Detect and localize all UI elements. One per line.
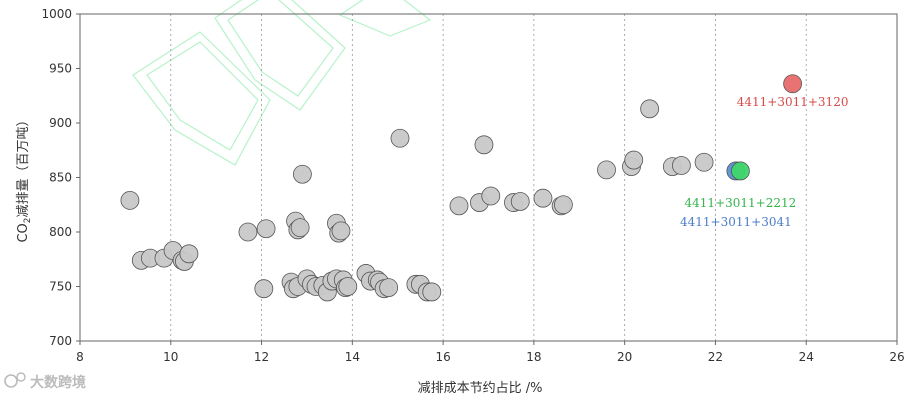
x-tick-label-18: 18 bbox=[526, 350, 541, 364]
data-point-s0-41 bbox=[422, 282, 442, 302]
data-points bbox=[120, 74, 803, 302]
annotation-4411+3011+3120: 4411+3011+3120 bbox=[737, 95, 849, 109]
watermark-logo-icon bbox=[4, 374, 18, 388]
x-tick-label-26: 26 bbox=[889, 350, 904, 364]
y-tick-label-1000: 1000 bbox=[41, 7, 72, 21]
data-point-s0-8 bbox=[238, 222, 258, 242]
data-point-s0-45 bbox=[481, 186, 501, 206]
data-point-s0-57 bbox=[694, 152, 714, 172]
y-axis-title-subscript: 2 bbox=[23, 217, 33, 223]
decorative-outline-shapes bbox=[132, 0, 432, 166]
data-point-s0-44 bbox=[474, 135, 494, 155]
data-point-s0-0 bbox=[120, 190, 140, 210]
data-point-s0-56 bbox=[672, 156, 691, 175]
data-point-s0-30 bbox=[338, 277, 358, 296]
x-tick-label-12: 12 bbox=[254, 350, 269, 364]
data-point-s0-36 bbox=[379, 278, 399, 297]
y-axis-title-rest: 减排量（百万吨） bbox=[16, 113, 31, 217]
x-tick-label-22: 22 bbox=[708, 350, 723, 364]
x-tick-labels: 8 10 12 14 16 18 20 22 24 26 bbox=[76, 341, 905, 364]
y-tick-label-750: 750 bbox=[49, 280, 72, 294]
x-tick-label-10: 10 bbox=[163, 350, 178, 364]
decor-shape-3 bbox=[214, 0, 346, 111]
y-tick-label-950: 950 bbox=[49, 62, 72, 76]
data-point-s0-51 bbox=[597, 160, 616, 180]
data-point-s0-42 bbox=[449, 196, 469, 216]
y-tick-label-800: 800 bbox=[49, 225, 72, 239]
data-point-s0-48 bbox=[533, 188, 553, 208]
y-tick-label-900: 900 bbox=[49, 116, 72, 130]
x-tick-label-24: 24 bbox=[799, 350, 814, 364]
data-point-s0-50 bbox=[553, 195, 573, 215]
x-axis-title: 减排成本节约占比 /% bbox=[418, 381, 543, 396]
data-point-s0-10 bbox=[254, 279, 274, 299]
x-tick-label-20: 20 bbox=[617, 350, 632, 364]
data-point-s0-15 bbox=[290, 218, 310, 238]
annotation-4411+3011+2212: 4411+3011+2212 bbox=[685, 196, 797, 210]
x-tick-label-8: 8 bbox=[76, 350, 84, 364]
data-point-s0-54 bbox=[640, 99, 660, 119]
watermark: 大数跨境 bbox=[4, 372, 86, 391]
decor-shape-5 bbox=[338, 0, 432, 37]
y-tick-label-850: 850 bbox=[49, 171, 72, 185]
y-axis-title: CO2减排量（百万吨） bbox=[16, 113, 33, 242]
data-point-s0-27 bbox=[331, 221, 351, 241]
watermark-text: 大数跨境 bbox=[30, 374, 86, 391]
y-axis-title-main: CO bbox=[16, 223, 31, 242]
plot-frame bbox=[79, 13, 898, 342]
y-tick-labels: 700 750 800 850 900 950 1000 bbox=[41, 7, 80, 348]
data-point-s0-16 bbox=[293, 164, 312, 184]
data-point-s3-0 bbox=[783, 74, 803, 94]
decor-shape-1 bbox=[132, 31, 271, 166]
decor-shape-4 bbox=[227, 0, 334, 97]
watermark-logo-icon-2 bbox=[16, 372, 26, 382]
data-point-s0-53 bbox=[624, 150, 644, 170]
annotation-4411+3011+3041: 4411+3011+3041 bbox=[680, 215, 792, 229]
point-annotations: 4411+3011+3041 4411+3011+2212 4411+3011+31… bbox=[680, 95, 848, 229]
axes bbox=[79, 13, 898, 342]
decor-shape-2 bbox=[146, 41, 259, 151]
x-tick-label-16: 16 bbox=[435, 350, 450, 364]
y-tick-label-700: 700 bbox=[49, 334, 72, 348]
data-point-s0-9 bbox=[256, 219, 276, 239]
x-tick-label-14: 14 bbox=[345, 350, 360, 364]
data-point-s0-37 bbox=[390, 128, 410, 148]
data-point-s2-0 bbox=[731, 161, 750, 181]
data-point-s0-47 bbox=[510, 192, 530, 211]
data-point-s0-7 bbox=[179, 244, 199, 264]
